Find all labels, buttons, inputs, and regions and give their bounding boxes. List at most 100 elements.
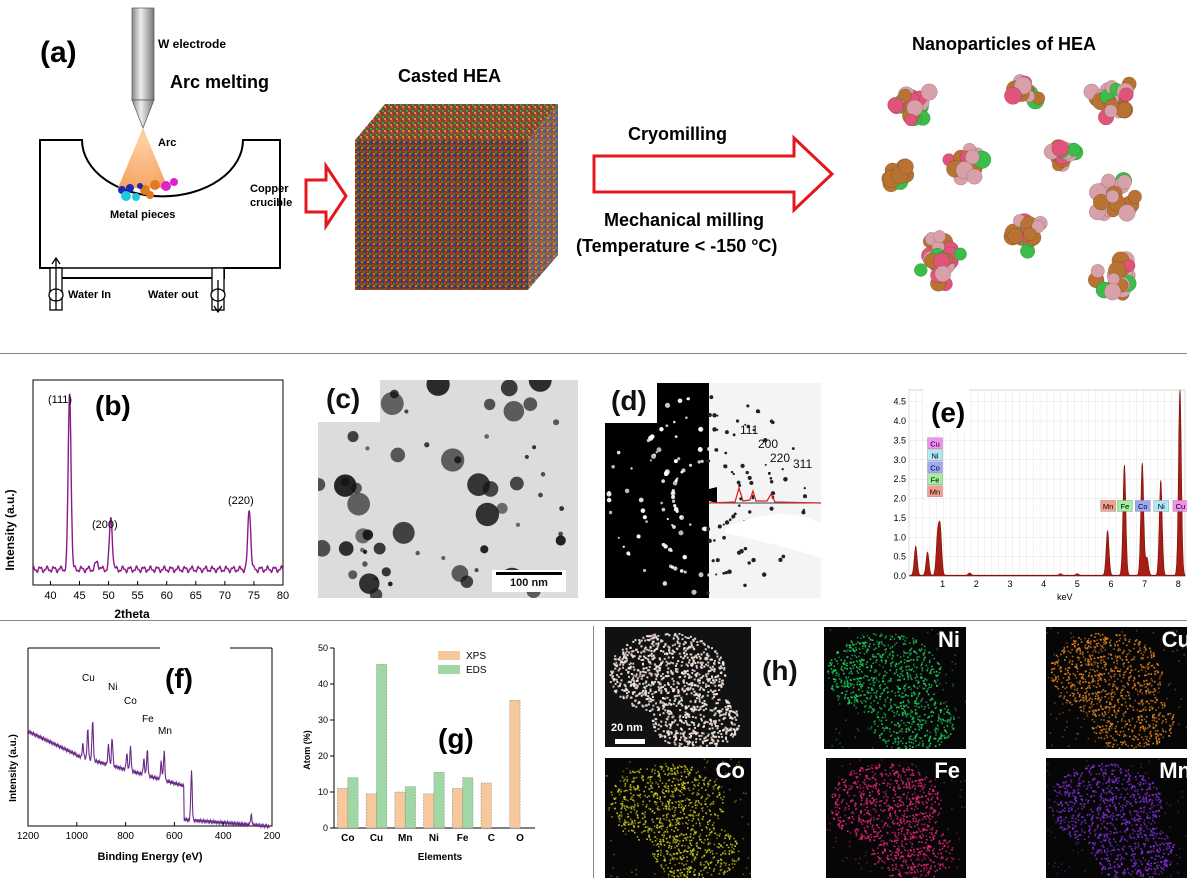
map-pixel — [1139, 727, 1142, 729]
haadf-pixel — [703, 643, 706, 646]
haadf-pixel — [674, 695, 677, 698]
map-pixel — [625, 767, 628, 770]
map-pixel — [851, 641, 853, 644]
haadf-pixel — [630, 683, 633, 686]
map-pixel — [668, 805, 671, 807]
map-pixel — [872, 653, 874, 656]
map-pixel — [632, 824, 635, 827]
haadf-pixel — [675, 730, 678, 733]
haadf-pixel — [698, 700, 701, 703]
haadf-pixel — [703, 689, 706, 692]
map-pixel — [867, 692, 870, 694]
map-pixel — [1122, 715, 1125, 717]
map-pixel — [647, 831, 649, 833]
nanoparticle-dot — [558, 531, 564, 537]
map-pixel — [912, 742, 915, 745]
map-pixel — [668, 808, 670, 810]
map-pixel — [691, 819, 694, 822]
map-pixel — [1143, 730, 1146, 732]
haadf-pixel — [707, 733, 710, 736]
map-pixel — [1087, 661, 1089, 663]
haadf-pixel — [718, 735, 721, 738]
haadf-pixel — [619, 661, 622, 664]
map-pixel — [1050, 668, 1053, 671]
haadf-pixel — [696, 641, 699, 644]
haadf-pixel — [632, 666, 635, 669]
map-pixel — [908, 668, 911, 671]
map-pixel — [701, 809, 704, 812]
atom-sphere — [1101, 173, 1116, 189]
x-tick-label: 800 — [117, 831, 134, 842]
map-pixel — [688, 814, 690, 816]
map-pixel — [1099, 644, 1102, 647]
map-pixel — [909, 642, 911, 644]
map-pixel — [1116, 656, 1119, 658]
map-pixel — [1071, 692, 1073, 695]
haadf-pixel — [668, 742, 671, 745]
map-pixel — [651, 775, 653, 778]
map-pixel — [860, 685, 862, 688]
map-cu-label: Cu — [1161, 627, 1187, 652]
haadf-pixel — [642, 636, 645, 639]
haadf-pixel — [654, 633, 657, 636]
map-pixel — [854, 654, 856, 657]
haadf-pixel — [692, 638, 695, 641]
map-pixel — [831, 671, 834, 673]
map-pixel — [1139, 742, 1141, 745]
map-pixel — [856, 681, 859, 683]
map-pixel — [1124, 637, 1126, 640]
map-pixel — [875, 696, 878, 699]
map-pixel — [1124, 741, 1127, 744]
map-pixel — [692, 854, 694, 857]
map-pixel — [734, 840, 737, 843]
map-pixel — [1168, 729, 1171, 732]
map-pixel — [1150, 673, 1153, 675]
map-pixel — [624, 783, 627, 785]
map-pixel — [1059, 666, 1062, 668]
map-pixel — [872, 656, 875, 659]
map-pixel — [855, 660, 858, 663]
map-pixel — [684, 799, 687, 802]
diffraction-spot — [674, 435, 678, 439]
map-pixel — [876, 641, 879, 643]
map-pixel — [853, 644, 855, 646]
haadf-pixel — [725, 732, 728, 735]
haadf-pixel — [675, 647, 678, 650]
haadf-pixel — [666, 633, 669, 636]
map-pixel — [856, 670, 859, 672]
map-pixel — [1141, 699, 1144, 702]
map-pixel — [1155, 724, 1158, 727]
map-pixel — [862, 645, 864, 647]
map-pixel — [729, 836, 732, 838]
map-pixel — [1163, 705, 1166, 708]
map-pixel — [852, 648, 854, 650]
map-pixel — [938, 717, 940, 720]
map-pixel — [870, 702, 872, 705]
map-pixel — [913, 705, 916, 707]
diffraction-spot — [697, 460, 701, 464]
map-pixel — [1096, 639, 1098, 642]
haadf-pixel — [629, 680, 632, 683]
map-pixel — [671, 790, 673, 793]
map-pixel — [685, 863, 688, 866]
map-pixel — [1139, 663, 1142, 666]
map-pixel — [882, 680, 885, 683]
map-pixel — [934, 681, 937, 684]
haadf-pixel — [660, 720, 663, 723]
map-pixel — [1068, 666, 1071, 669]
haadf-pixel — [700, 663, 703, 666]
map-pixel — [937, 662, 940, 665]
map-pixel — [920, 673, 922, 675]
haadf-pixel — [689, 646, 692, 649]
map-pixel — [665, 814, 668, 816]
map-pixel — [878, 674, 880, 676]
haadf-pixel — [631, 691, 634, 694]
map-pixel — [1133, 643, 1136, 646]
map-pixel — [703, 766, 706, 769]
map-pixel — [891, 645, 894, 648]
map-pixel — [907, 678, 910, 681]
map-pixel — [706, 871, 709, 874]
map-pixel — [685, 782, 687, 785]
map-pixel — [700, 864, 703, 866]
map-pixel — [657, 770, 659, 773]
